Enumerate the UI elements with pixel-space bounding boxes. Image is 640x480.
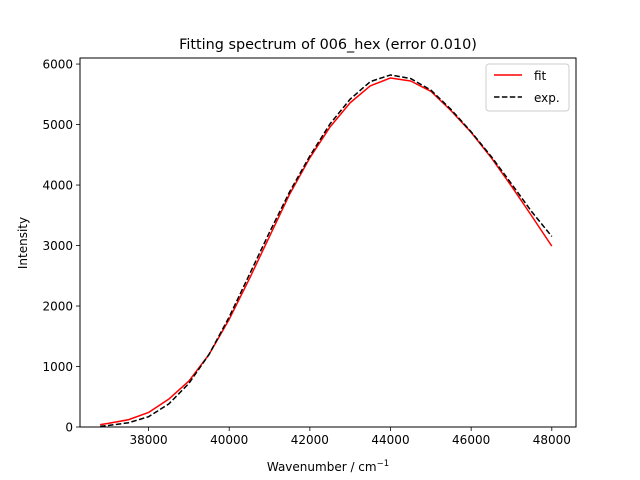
y-tick-label: 4000 bbox=[42, 178, 73, 192]
x-tick-label: 44000 bbox=[371, 433, 409, 447]
series-layer bbox=[100, 74, 553, 428]
y-tick-label: 0 bbox=[65, 420, 73, 434]
y-tick-label: 6000 bbox=[42, 57, 73, 71]
legend-fit-label: fit bbox=[534, 69, 547, 83]
x-axis-label-text: Wavenumber / cm bbox=[267, 460, 377, 474]
y-tick-label: 3000 bbox=[42, 239, 73, 253]
plot-area: 38000 40000 42000 44000 46000 48000 0 1000 2000… bbox=[42, 57, 577, 447]
x-tick-label: 42000 bbox=[291, 433, 329, 447]
x-tick-label: 38000 bbox=[129, 433, 167, 447]
legend-exp-label: exp. bbox=[534, 91, 560, 105]
x-axis-label-exponent: −1 bbox=[377, 459, 390, 469]
y-tick-label: 5000 bbox=[42, 118, 73, 132]
y-axis-ticks: 0 1000 2000 3000 4000 5000 6000 bbox=[42, 57, 80, 434]
x-axis-label: Wavenumber / cm−1 bbox=[267, 459, 389, 474]
x-tick-label: 48000 bbox=[533, 433, 571, 447]
y-axis-label: Intensity bbox=[16, 217, 30, 269]
x-axis-ticks: 38000 40000 42000 44000 46000 48000 bbox=[129, 427, 571, 447]
x-tick-label: 46000 bbox=[452, 433, 490, 447]
y-tick-label: 1000 bbox=[42, 360, 73, 374]
series-line-exp bbox=[100, 74, 553, 428]
y-tick-label: 2000 bbox=[42, 299, 73, 313]
x-tick-label: 40000 bbox=[210, 433, 248, 447]
axes-frame bbox=[79, 57, 577, 428]
chart-title: Fitting spectrum of 006_hex (error 0.010… bbox=[179, 37, 477, 53]
legend: fit exp. bbox=[485, 63, 570, 112]
